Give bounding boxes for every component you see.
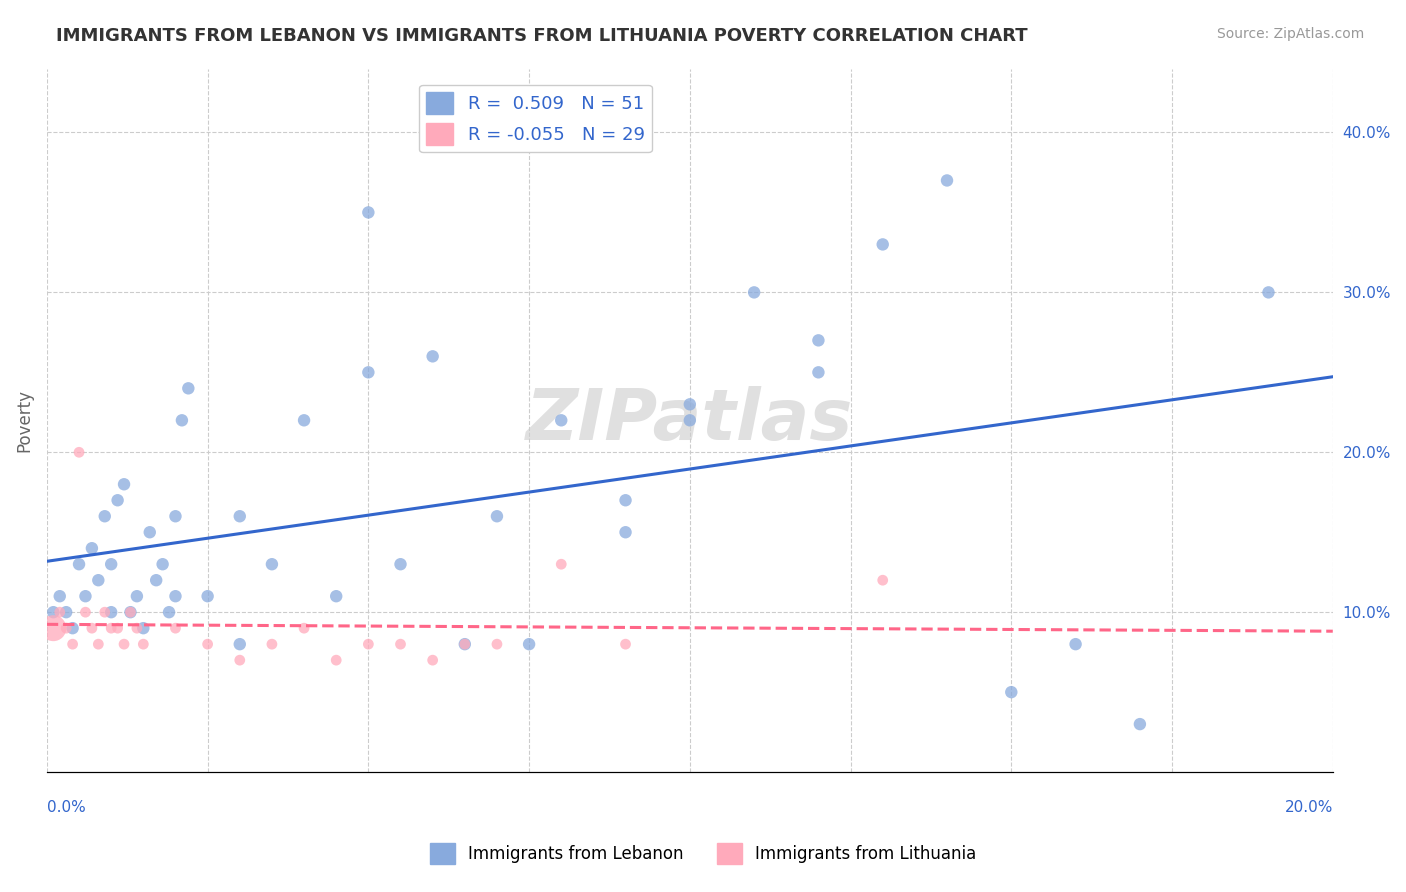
Point [75,605,97,619]
Point [260,637,283,651]
Point [807,334,830,348]
Point [120,605,142,619]
Y-axis label: Poverty: Poverty [15,389,32,452]
Point [100,558,122,572]
Point [87,637,110,651]
Point [152,558,174,572]
Text: 20.0%: 20.0% [1285,800,1333,815]
Point [872,573,894,587]
Point [132,621,155,635]
Point [742,285,765,300]
Point [170,413,193,427]
Point [139,525,162,540]
Point [100,621,122,635]
Point [357,365,380,379]
Point [517,637,540,651]
Text: 0.0%: 0.0% [46,800,86,815]
Point [614,493,637,508]
Point [48,605,70,619]
Point [67,558,90,572]
Point [177,381,200,395]
Point [48,589,70,603]
Point [145,573,167,587]
Point [679,413,702,427]
Point [1257,285,1279,300]
Point [807,365,830,379]
Point [87,573,110,587]
Point [485,637,508,651]
Point [62,637,84,651]
Point [389,558,412,572]
Point [1064,637,1087,651]
Point [112,477,135,491]
Point [120,605,142,619]
Text: Source: ZipAtlas.com: Source: ZipAtlas.com [1216,27,1364,41]
Point [75,589,97,603]
Point [55,621,77,635]
Point [165,509,187,524]
Point [260,558,283,572]
Point [485,509,508,524]
Point [132,637,155,651]
Point [94,509,117,524]
Point [62,621,84,635]
Point [325,653,347,667]
Text: IMMIGRANTS FROM LEBANON VS IMMIGRANTS FROM LITHUANIA POVERTY CORRELATION CHART: IMMIGRANTS FROM LEBANON VS IMMIGRANTS FR… [56,27,1028,45]
Point [292,413,315,427]
Point [80,621,103,635]
Point [389,637,412,651]
Point [107,493,129,508]
Point [125,589,148,603]
Text: ZIPatlas: ZIPatlas [526,386,853,455]
Point [94,605,117,619]
Point [55,605,77,619]
Point [614,637,637,651]
Point [157,605,180,619]
Point [42,621,65,635]
Point [454,637,477,651]
Point [422,349,444,363]
Point [229,637,252,651]
Point [165,589,187,603]
Point [197,589,219,603]
Point [100,605,122,619]
Point [614,525,637,540]
Point [550,558,572,572]
Point [107,621,129,635]
Point [1129,717,1152,731]
Point [125,621,148,635]
Point [454,637,477,651]
Point [165,621,187,635]
Point [197,637,219,651]
Point [42,605,65,619]
Point [112,637,135,651]
Point [357,205,380,219]
Point [325,589,347,603]
Legend: Immigrants from Lebanon, Immigrants from Lithuania: Immigrants from Lebanon, Immigrants from… [423,837,983,871]
Point [679,397,702,411]
Point [872,237,894,252]
Point [292,621,315,635]
Legend: R =  0.509   N = 51, R = -0.055   N = 29: R = 0.509 N = 51, R = -0.055 N = 29 [419,85,652,153]
Point [229,653,252,667]
Point [67,445,90,459]
Point [357,637,380,651]
Point [550,413,572,427]
Point [1000,685,1022,699]
Point [80,541,103,556]
Point [229,509,252,524]
Point [422,653,444,667]
Point [936,173,959,187]
